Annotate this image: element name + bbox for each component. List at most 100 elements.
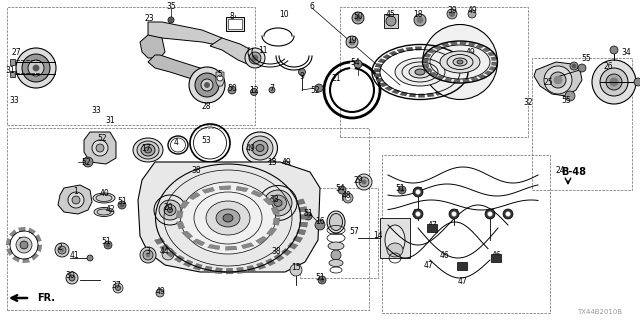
- Polygon shape: [193, 239, 205, 246]
- Polygon shape: [140, 35, 165, 58]
- Circle shape: [355, 15, 361, 21]
- Circle shape: [468, 10, 476, 18]
- Text: 31: 31: [105, 116, 115, 124]
- Polygon shape: [179, 200, 189, 208]
- Polygon shape: [266, 259, 275, 266]
- Circle shape: [20, 241, 28, 249]
- Ellipse shape: [259, 186, 297, 220]
- Polygon shape: [274, 254, 284, 261]
- Polygon shape: [28, 228, 36, 234]
- Polygon shape: [138, 162, 320, 272]
- Polygon shape: [442, 88, 451, 93]
- Polygon shape: [226, 268, 233, 274]
- Text: 38: 38: [269, 196, 279, 204]
- Circle shape: [610, 46, 618, 54]
- Polygon shape: [225, 246, 237, 250]
- Ellipse shape: [453, 58, 467, 66]
- Ellipse shape: [93, 193, 115, 203]
- Polygon shape: [271, 207, 280, 214]
- Circle shape: [156, 289, 164, 297]
- Text: 11: 11: [259, 45, 268, 54]
- Circle shape: [143, 250, 153, 260]
- Circle shape: [414, 14, 426, 26]
- Text: 32: 32: [523, 98, 533, 107]
- Bar: [7, 128, 369, 310]
- Polygon shape: [425, 68, 432, 72]
- Text: 51: 51: [101, 237, 111, 246]
- Polygon shape: [10, 59, 15, 65]
- Text: 51: 51: [315, 274, 325, 283]
- Polygon shape: [424, 47, 431, 51]
- Ellipse shape: [409, 66, 431, 78]
- Text: 31: 31: [5, 66, 15, 75]
- Circle shape: [245, 48, 265, 68]
- Ellipse shape: [457, 60, 463, 64]
- Text: 46: 46: [449, 210, 459, 219]
- Text: FR.: FR.: [37, 293, 55, 303]
- Text: 42: 42: [105, 205, 115, 214]
- Circle shape: [68, 192, 84, 208]
- Text: 33: 33: [9, 95, 19, 105]
- Ellipse shape: [387, 243, 403, 257]
- Polygon shape: [400, 92, 408, 96]
- Circle shape: [66, 272, 78, 284]
- Text: 55: 55: [581, 53, 591, 62]
- Circle shape: [106, 243, 110, 247]
- Polygon shape: [460, 72, 466, 76]
- Polygon shape: [236, 186, 248, 192]
- Circle shape: [96, 144, 104, 152]
- Polygon shape: [160, 244, 170, 251]
- Text: 49: 49: [245, 143, 255, 153]
- Circle shape: [544, 66, 572, 94]
- Polygon shape: [428, 49, 435, 53]
- Polygon shape: [216, 72, 224, 86]
- Ellipse shape: [141, 144, 155, 156]
- Polygon shape: [241, 243, 254, 249]
- Ellipse shape: [256, 145, 264, 151]
- Polygon shape: [148, 22, 228, 46]
- Circle shape: [22, 54, 50, 82]
- Text: 57: 57: [349, 228, 359, 236]
- Polygon shape: [378, 59, 386, 63]
- Ellipse shape: [137, 141, 159, 159]
- Polygon shape: [380, 82, 388, 87]
- Polygon shape: [282, 249, 292, 256]
- Text: 47: 47: [457, 277, 467, 286]
- Polygon shape: [204, 266, 212, 273]
- Text: 30: 30: [65, 271, 75, 281]
- Ellipse shape: [154, 195, 186, 225]
- Text: 52: 52: [310, 85, 320, 94]
- Polygon shape: [237, 267, 244, 274]
- Circle shape: [252, 55, 258, 61]
- Circle shape: [346, 36, 358, 48]
- Text: 45: 45: [385, 10, 395, 19]
- Circle shape: [415, 212, 420, 217]
- Polygon shape: [148, 55, 210, 80]
- Polygon shape: [397, 49, 405, 53]
- Text: 16: 16: [315, 218, 325, 227]
- Circle shape: [113, 283, 123, 293]
- Polygon shape: [247, 265, 255, 272]
- Ellipse shape: [327, 211, 345, 233]
- Polygon shape: [350, 62, 354, 68]
- Circle shape: [83, 157, 93, 167]
- Polygon shape: [10, 230, 17, 237]
- Ellipse shape: [395, 58, 445, 86]
- Circle shape: [386, 16, 396, 26]
- Polygon shape: [296, 229, 306, 235]
- Circle shape: [250, 89, 257, 95]
- Text: 50: 50: [353, 12, 363, 20]
- Polygon shape: [424, 53, 431, 58]
- Polygon shape: [419, 94, 425, 97]
- Circle shape: [354, 60, 362, 68]
- Circle shape: [400, 188, 404, 192]
- Circle shape: [195, 73, 219, 97]
- Polygon shape: [58, 185, 92, 214]
- Circle shape: [58, 246, 66, 254]
- Text: 49: 49: [281, 157, 291, 166]
- Circle shape: [104, 241, 112, 249]
- Bar: [532, 58, 632, 190]
- Ellipse shape: [269, 195, 287, 211]
- Ellipse shape: [145, 147, 152, 153]
- Polygon shape: [468, 42, 476, 46]
